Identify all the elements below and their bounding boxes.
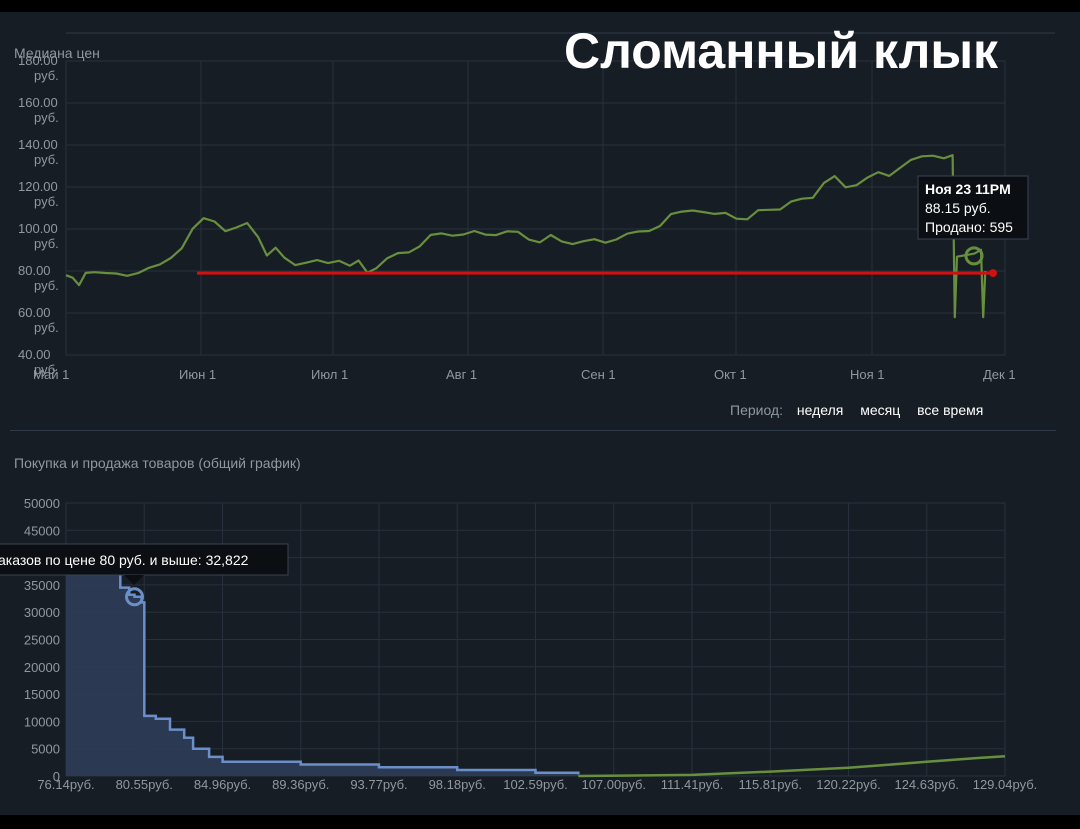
orders-x-tick-8: 111.41руб. xyxy=(661,777,724,792)
price-y-tick: 60.00 руб. xyxy=(18,305,59,335)
orders-x-tick-5: 98.18руб. xyxy=(429,777,486,792)
period-week-link[interactable]: неделя xyxy=(796,402,844,418)
orders-x-tick-0: 76.14руб. xyxy=(37,777,94,792)
price-plot-frame xyxy=(65,60,1006,356)
sell-orders-line xyxy=(578,755,1006,778)
price-tooltip-line-1: 88.15 руб. xyxy=(925,200,991,216)
period-label: Период: xyxy=(730,402,783,418)
price-x-tick-2: Июл 1 xyxy=(311,367,348,382)
price-tooltip-box xyxy=(917,175,1029,240)
orders-x-tick-11: 124.63руб. xyxy=(894,777,959,792)
orders-tooltip-text: аказов по цене 80 руб. и выше: 32,822 xyxy=(0,552,249,568)
orders-y-tick: 15000 xyxy=(24,687,60,702)
orders-x-tick-6: 102.59руб. xyxy=(503,777,568,792)
price-x-tick-5: Окт 1 xyxy=(714,367,747,382)
orders-tooltip-box xyxy=(0,543,289,576)
price-chart-title: Медиана цен xyxy=(14,45,100,61)
price-x-tick-3: Авг 1 xyxy=(446,367,477,382)
orders-y-tick: 25000 xyxy=(24,633,60,648)
orders-x-tick-1: 80.55руб. xyxy=(116,777,173,792)
orders-hover-marker xyxy=(125,587,145,607)
orders-y-tick: 45000 xyxy=(24,523,60,538)
orders-tooltip-pointer xyxy=(124,575,144,585)
period-month-link[interactable]: месяц xyxy=(860,402,901,418)
price-y-tick: 180.00 руб. xyxy=(18,53,59,83)
price-tooltip: Ноя 23 11PM 88.15 руб. Продано: 595 xyxy=(917,175,1029,240)
orders-x-tick-12: 129.04руб. xyxy=(973,777,1038,792)
orders-y-tick: 35000 xyxy=(24,578,60,593)
market-screen xyxy=(0,12,1080,815)
price-y-tick: 120.00 руб. xyxy=(18,179,59,209)
orders-x-tick-9: 115.81руб. xyxy=(738,777,802,792)
orders-x-tick-4: 93.77руб. xyxy=(350,777,407,792)
orders-y-tick: 50000 xyxy=(24,496,60,511)
orders-y-tick: 5000 xyxy=(31,742,60,757)
price-hover-marker xyxy=(964,246,984,266)
section-divider xyxy=(10,430,1056,431)
price-x-tick-0: Май 1 xyxy=(33,367,69,382)
overlay-title: Сломанный клык xyxy=(564,23,999,79)
period-all-time-link[interactable]: все время xyxy=(917,402,984,418)
orders-chart-title: Покупка и продажа товаров (общий график) xyxy=(14,455,301,471)
price-x-tick-4: Сен 1 xyxy=(581,367,616,382)
orders-x-tick-2: 84.96руб. xyxy=(194,777,251,792)
orders-y-tick: 30000 xyxy=(24,605,60,620)
price-y-tick: 140.00 руб. xyxy=(18,137,59,167)
orders-tooltip: аказов по цене 80 руб. и выше: 32,822 xyxy=(0,543,289,585)
price-x-tick-1: Июн 1 xyxy=(179,367,216,382)
price-series-line xyxy=(65,154,987,319)
orders-x-tick-10: 120.22руб. xyxy=(816,777,881,792)
price-tooltip-line-0: Ноя 23 11PM xyxy=(925,181,1011,197)
period-selector: Период: неделя месяц все время xyxy=(730,402,996,418)
orders-x-tick-7: 107.00руб. xyxy=(581,777,646,792)
price-x-tick-6: Ноя 1 xyxy=(850,367,885,382)
price-y-tick: 100.00 руб. xyxy=(18,221,59,251)
orders-y-tick: 10000 xyxy=(24,714,60,729)
price-y-tick: 80.00 руб. xyxy=(18,263,59,293)
orders-y-tick: 20000 xyxy=(24,660,60,675)
buy-orders-area xyxy=(66,552,579,776)
price-y-tick: 40.00 руб. xyxy=(18,347,59,377)
reference-line-marker xyxy=(989,269,997,278)
price-tooltip-line-2: Продано: 595 xyxy=(925,219,1013,235)
price-x-tick-7: Дек 1 xyxy=(983,367,1016,382)
price-y-tick: 160.00 руб. xyxy=(18,95,59,125)
orders-y-tick: 0 xyxy=(53,769,60,784)
orders-x-tick-3: 89.36руб. xyxy=(272,777,329,792)
